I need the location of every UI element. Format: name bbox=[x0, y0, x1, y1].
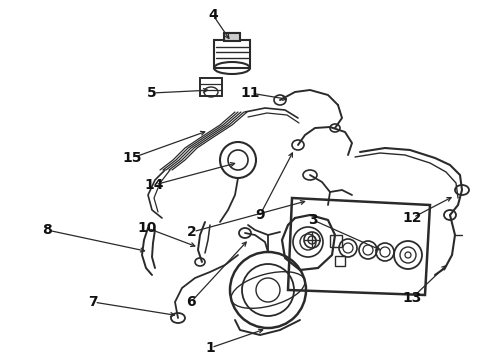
Text: 14: 14 bbox=[144, 178, 164, 192]
Text: 7: 7 bbox=[88, 295, 98, 309]
Text: 5: 5 bbox=[147, 86, 157, 100]
Text: 15: 15 bbox=[122, 151, 142, 165]
Text: 6: 6 bbox=[186, 295, 196, 309]
Text: 13: 13 bbox=[402, 291, 422, 305]
Bar bbox=[200, 78, 222, 96]
Text: 12: 12 bbox=[402, 211, 422, 225]
Text: 2: 2 bbox=[187, 225, 197, 239]
Text: 3: 3 bbox=[308, 213, 318, 227]
Bar bbox=[335, 256, 345, 266]
Text: 1: 1 bbox=[205, 341, 215, 355]
Text: 9: 9 bbox=[255, 208, 265, 222]
Bar bbox=[224, 33, 240, 41]
Text: 10: 10 bbox=[137, 221, 157, 235]
Bar bbox=[330, 235, 342, 247]
Text: 4: 4 bbox=[208, 8, 218, 22]
Text: 11: 11 bbox=[240, 86, 260, 100]
Bar bbox=[214, 40, 250, 68]
Text: 8: 8 bbox=[42, 223, 52, 237]
